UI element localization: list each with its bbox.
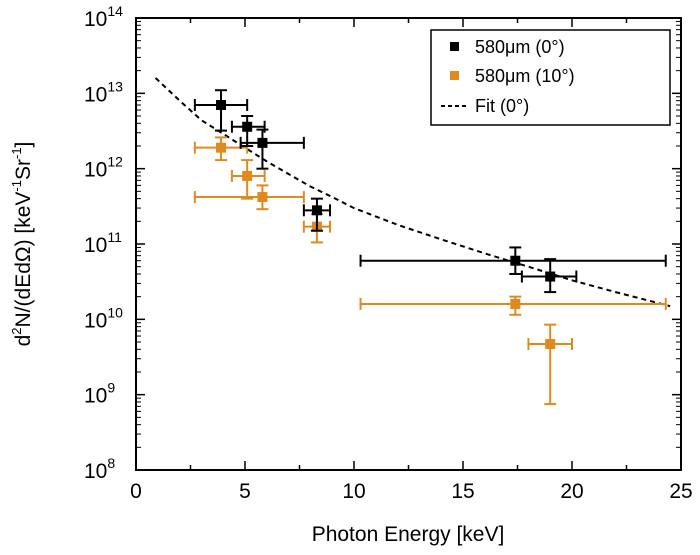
y-title-sr: Sr	[12, 159, 35, 180]
axis-ticks	[135, 17, 682, 471]
data-point-0deg	[302, 197, 332, 232]
data-point-10deg	[193, 184, 305, 211]
marker-square	[545, 271, 556, 282]
y-title-d-sup: 2	[9, 327, 24, 334]
marker-square	[216, 100, 227, 111]
x-tick-label: 20	[560, 480, 583, 503]
data-point-0deg	[520, 258, 578, 294]
y-title-end: ]	[12, 142, 35, 148]
data-point-0deg	[230, 115, 266, 147]
y-tick-label: 1014	[84, 3, 123, 31]
x-tick-label: 5	[239, 480, 251, 503]
x-tick-label: 15	[451, 480, 474, 503]
y-tick-label: 1011	[84, 229, 122, 257]
y-tick-label: 109	[84, 380, 115, 408]
marker-square	[311, 205, 322, 216]
x-tick-labels: 0 5 10 15 20 25	[130, 480, 693, 503]
x-axis-title: Photon Energy [keV]	[312, 523, 505, 546]
y-tick-label: 108	[84, 455, 115, 483]
marker-square	[545, 339, 556, 350]
legend: 580μm (0°) 580μm (10°) Fit (0°)	[430, 29, 671, 126]
legend-label-10deg: 580μm (10°)	[475, 66, 575, 86]
marker-square	[257, 137, 268, 148]
y-axis-title: d2N/(dEdΩ) [keV-1Sr-1]	[9, 142, 35, 347]
x-tick-label: 25	[669, 480, 692, 503]
legend-label-fit: Fit (0°)	[475, 96, 529, 116]
marker-square	[242, 121, 253, 132]
legend-label-0deg: 580μm (0°)	[475, 37, 565, 57]
y-title-omega: Ω	[12, 246, 35, 262]
y-tick-label: 1012	[84, 154, 123, 182]
marker-square	[510, 255, 521, 266]
marker-square	[510, 298, 521, 309]
y-title-unit: ) [keV	[12, 192, 35, 247]
data-point-10deg	[527, 323, 573, 406]
y-title-d: d	[12, 335, 35, 347]
marker-square	[257, 192, 268, 203]
data-point-10deg	[359, 295, 667, 316]
x-tick-label: 0	[130, 480, 142, 503]
legend-marker-10deg	[450, 71, 459, 80]
marker-square	[216, 142, 227, 153]
data-markers	[193, 89, 667, 406]
marker-square	[242, 170, 253, 181]
data-point-0deg	[239, 128, 305, 170]
y-title-kev-sup: -1	[9, 180, 24, 192]
data-point-10deg	[193, 136, 249, 162]
y-title-sr-sup: -1	[9, 147, 24, 159]
data-point-0deg	[359, 246, 667, 275]
y-tick-label: 1010	[84, 304, 123, 332]
y-tick-labels: 108 109 1010 1011 1012 1013 1014	[84, 3, 123, 483]
y-title-n: N/(dEd	[12, 262, 35, 327]
x-tick-label: 10	[342, 480, 365, 503]
data-point-10deg	[230, 159, 266, 200]
legend-box	[430, 29, 671, 126]
legend-marker-0deg	[450, 42, 459, 51]
data-point-0deg	[193, 89, 249, 132]
y-tick-label: 1013	[84, 78, 123, 106]
